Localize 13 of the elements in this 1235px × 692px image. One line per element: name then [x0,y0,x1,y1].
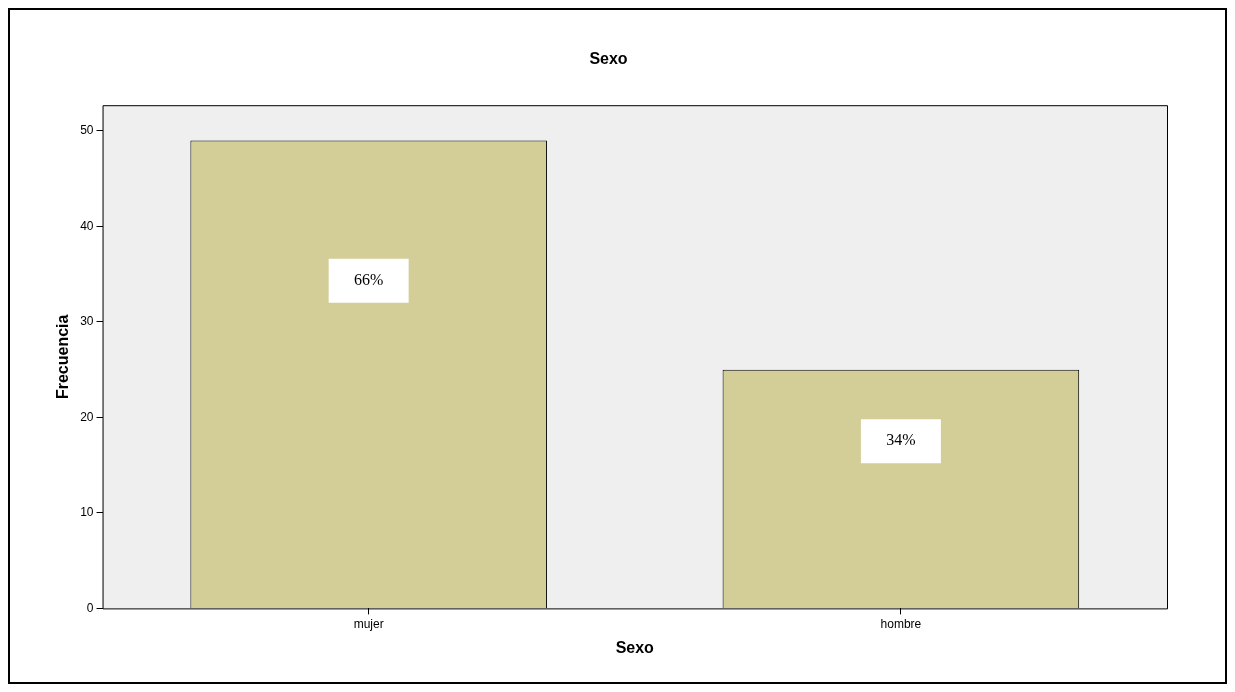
y-tick-label: 10 [80,505,94,520]
annotation: 34% [886,431,916,449]
x-tick-label: hombre [880,616,922,631]
chart-title: Sexo [589,50,628,68]
y-tick-label: 50 [80,123,94,138]
y-tick-label: 30 [80,314,94,329]
x-tick-label: mujer [353,616,384,631]
y-tick-label: 40 [80,218,94,233]
x-axis-title: Sexo [615,638,655,656]
y-tick-label: 20 [80,409,94,424]
y-axis-title: Frecuencia [54,314,72,400]
y-tick-label: 0 [86,600,94,615]
annotation: 66% [354,270,384,288]
